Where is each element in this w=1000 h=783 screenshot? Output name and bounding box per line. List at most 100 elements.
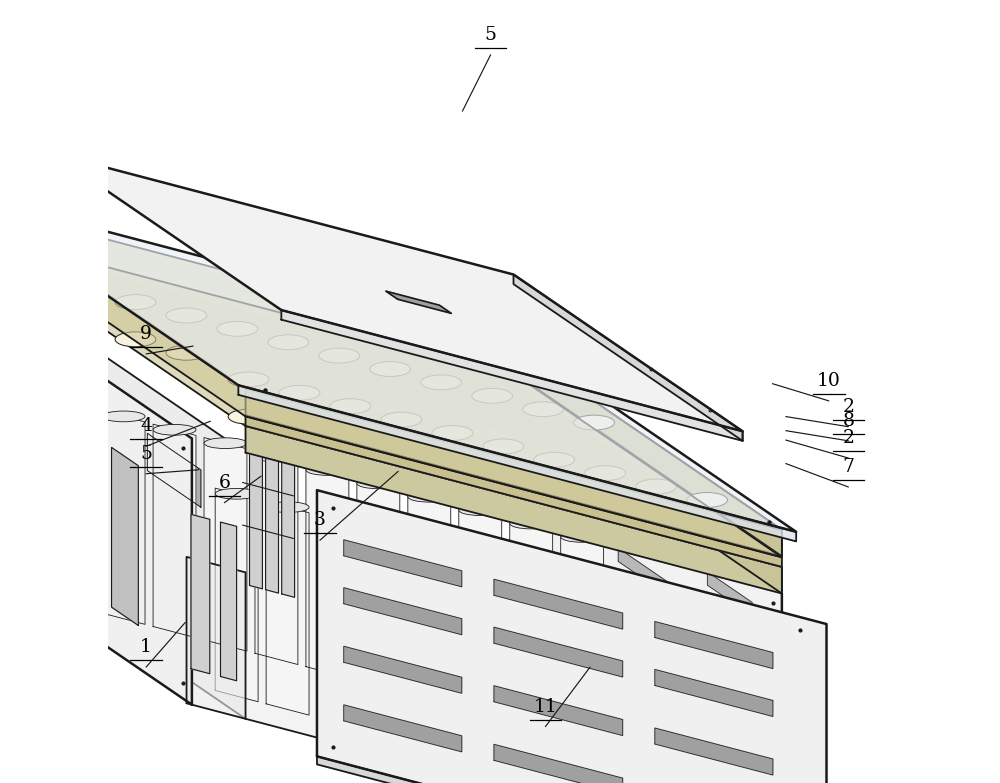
- Polygon shape: [317, 756, 827, 783]
- Ellipse shape: [381, 412, 422, 427]
- Polygon shape: [544, 641, 588, 685]
- Ellipse shape: [370, 399, 411, 413]
- Polygon shape: [368, 529, 411, 742]
- Polygon shape: [419, 542, 462, 756]
- Ellipse shape: [102, 411, 145, 422]
- Ellipse shape: [470, 555, 513, 566]
- Polygon shape: [494, 579, 623, 629]
- Polygon shape: [0, 205, 782, 529]
- Polygon shape: [470, 555, 513, 769]
- Ellipse shape: [574, 415, 614, 430]
- Text: 7: 7: [842, 458, 854, 476]
- Ellipse shape: [472, 426, 513, 441]
- Ellipse shape: [279, 423, 320, 438]
- Ellipse shape: [115, 332, 156, 347]
- Polygon shape: [112, 447, 138, 626]
- Polygon shape: [514, 346, 782, 556]
- Ellipse shape: [523, 402, 563, 417]
- Polygon shape: [655, 669, 773, 716]
- Ellipse shape: [306, 464, 349, 475]
- Polygon shape: [544, 497, 588, 541]
- Polygon shape: [49, 366, 103, 440]
- Polygon shape: [317, 490, 827, 783]
- Polygon shape: [707, 609, 752, 653]
- Polygon shape: [0, 255, 192, 705]
- Ellipse shape: [266, 502, 309, 513]
- Ellipse shape: [561, 532, 604, 543]
- Text: 11: 11: [534, 698, 557, 716]
- Ellipse shape: [217, 321, 258, 337]
- Ellipse shape: [534, 453, 575, 467]
- Polygon shape: [618, 644, 678, 698]
- Ellipse shape: [357, 478, 400, 489]
- Polygon shape: [618, 511, 678, 565]
- Ellipse shape: [330, 399, 371, 413]
- Polygon shape: [494, 745, 623, 783]
- Ellipse shape: [459, 505, 502, 515]
- Ellipse shape: [687, 493, 728, 507]
- Polygon shape: [618, 692, 678, 746]
- Ellipse shape: [636, 479, 677, 494]
- Polygon shape: [246, 417, 782, 567]
- Text: 6: 6: [218, 474, 230, 492]
- Polygon shape: [521, 568, 564, 782]
- Ellipse shape: [483, 476, 524, 491]
- Ellipse shape: [370, 362, 411, 377]
- Ellipse shape: [319, 385, 360, 400]
- Ellipse shape: [408, 492, 451, 502]
- Ellipse shape: [421, 412, 462, 428]
- Ellipse shape: [228, 372, 269, 387]
- Ellipse shape: [115, 294, 156, 309]
- Text: 9: 9: [140, 325, 152, 343]
- Ellipse shape: [268, 372, 309, 387]
- Text: 2: 2: [842, 398, 854, 416]
- Polygon shape: [221, 522, 237, 680]
- Polygon shape: [544, 460, 588, 503]
- Ellipse shape: [166, 308, 207, 323]
- Polygon shape: [153, 424, 196, 637]
- Polygon shape: [147, 433, 201, 507]
- Polygon shape: [28, 391, 55, 568]
- Ellipse shape: [419, 542, 462, 553]
- Polygon shape: [102, 411, 145, 624]
- Polygon shape: [215, 488, 258, 702]
- Polygon shape: [0, 243, 782, 567]
- Ellipse shape: [623, 596, 666, 606]
- Polygon shape: [0, 536, 782, 783]
- Ellipse shape: [317, 515, 360, 526]
- Text: 10: 10: [817, 372, 841, 390]
- Polygon shape: [0, 233, 782, 557]
- Ellipse shape: [255, 451, 298, 462]
- Ellipse shape: [585, 466, 626, 481]
- Polygon shape: [191, 514, 210, 673]
- Ellipse shape: [368, 529, 411, 539]
- Ellipse shape: [636, 516, 677, 532]
- Text: 5: 5: [140, 445, 152, 463]
- Polygon shape: [618, 548, 678, 602]
- Polygon shape: [250, 439, 262, 589]
- Ellipse shape: [483, 439, 524, 454]
- Ellipse shape: [521, 568, 564, 579]
- Polygon shape: [0, 269, 246, 559]
- Ellipse shape: [204, 438, 247, 449]
- Polygon shape: [238, 385, 796, 541]
- Text: 2: 2: [842, 429, 854, 447]
- Ellipse shape: [674, 609, 717, 619]
- Ellipse shape: [215, 489, 258, 499]
- Text: 5: 5: [485, 26, 497, 44]
- Polygon shape: [655, 622, 773, 669]
- Polygon shape: [514, 384, 782, 594]
- Polygon shape: [317, 515, 360, 728]
- Ellipse shape: [687, 530, 728, 545]
- Polygon shape: [572, 582, 615, 783]
- Polygon shape: [707, 572, 752, 615]
- Ellipse shape: [153, 424, 196, 435]
- Polygon shape: [187, 557, 246, 719]
- Polygon shape: [306, 464, 349, 678]
- Polygon shape: [459, 504, 502, 718]
- Ellipse shape: [279, 385, 320, 400]
- Polygon shape: [344, 646, 462, 693]
- Polygon shape: [266, 443, 278, 593]
- Polygon shape: [357, 478, 400, 691]
- Ellipse shape: [534, 489, 575, 504]
